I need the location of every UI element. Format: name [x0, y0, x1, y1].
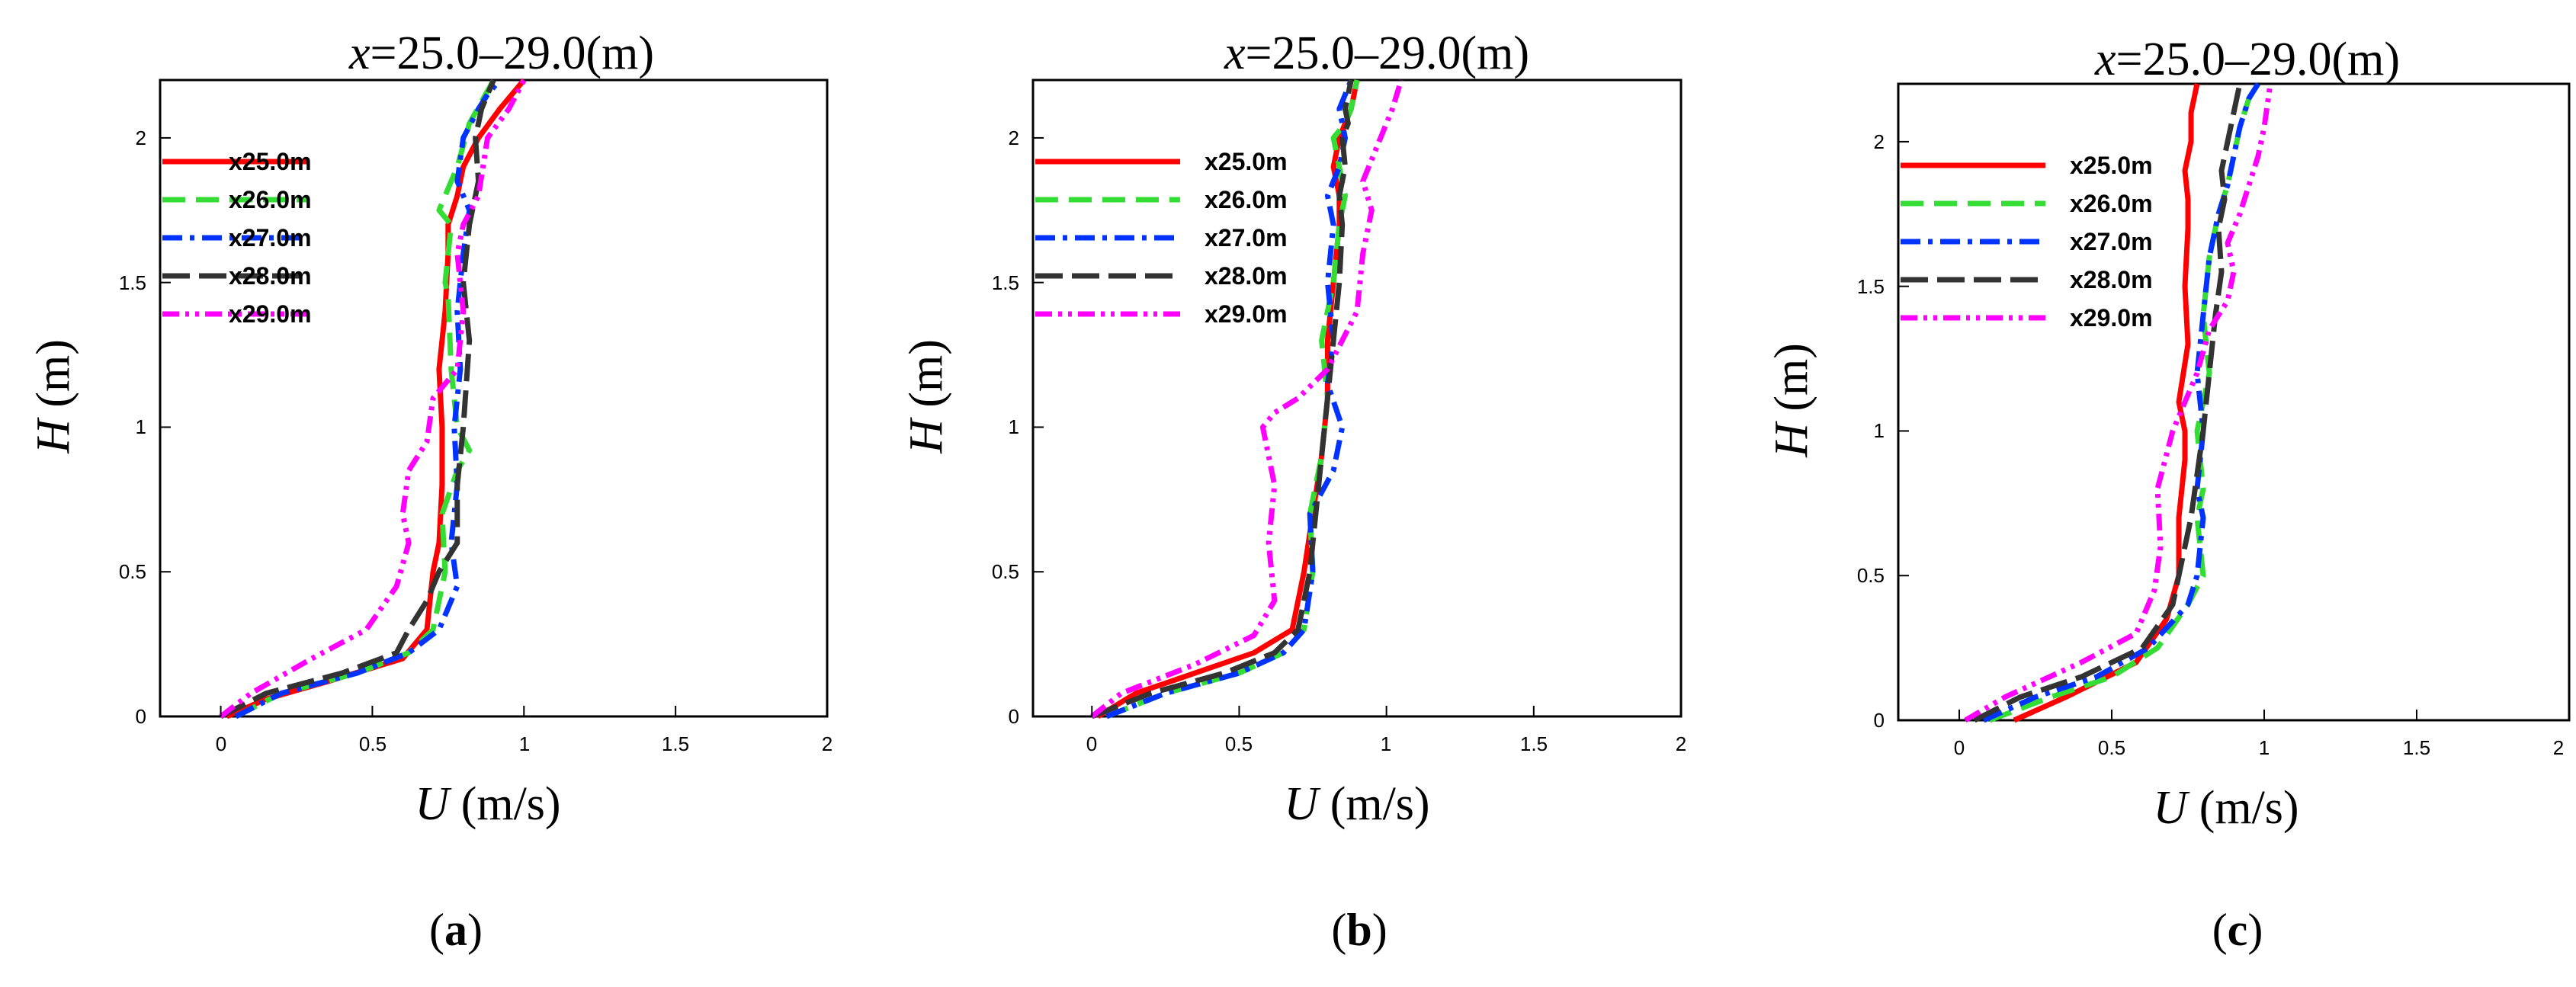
y-tick-label: 2: [136, 127, 146, 149]
x-tick-label: 0.5: [2098, 736, 2125, 759]
series-line-x27.0m: [234, 78, 502, 719]
y-axis-label: H (m): [27, 339, 79, 454]
y-tick-label: 1.5: [119, 271, 146, 294]
y-axis-label: H (m): [1766, 343, 1817, 458]
x-tick-label: 1: [2259, 736, 2270, 759]
y-tick-label: 1: [1874, 419, 1885, 442]
y-tick-marks: [160, 136, 171, 717]
y-tick-label: 0: [136, 705, 146, 728]
chart-panel-b: x=25.0–29.0(m) 0 0.5 1 1.5 2 0 0.5 1 1.5…: [900, 27, 1686, 955]
y-tick-label: 2: [1874, 130, 1885, 153]
legend-label: x26.0m: [1205, 186, 1288, 213]
x-tick-label: 0.5: [1225, 732, 1253, 755]
y-tick-label: 1.5: [1857, 275, 1885, 298]
x-tick-label: 1: [1381, 732, 1391, 755]
y-tick-label: 1.5: [992, 271, 1019, 294]
x-tick-marks: [220, 706, 828, 716]
series-line-x25.0m: [1096, 79, 1360, 719]
legend-label: x29.0m: [229, 300, 312, 328]
x-tick-label: 2: [822, 732, 832, 755]
y-tick-marks: [1033, 136, 1044, 717]
chart-title: x=25.0–29.0(m): [2094, 34, 2400, 85]
x-tick-label: 0: [216, 732, 226, 755]
y-tick-label: 0.5: [1857, 564, 1885, 587]
legend-label: x29.0m: [2070, 304, 2153, 332]
legend: [162, 159, 307, 317]
series-line-x27.0m: [1105, 79, 1354, 719]
chart-title: x=25.0–29.0(m): [348, 27, 654, 79]
legend-label: x26.0m: [229, 186, 312, 213]
series-line-x26.0m: [1105, 79, 1360, 719]
x-tick-label: 1: [519, 732, 530, 755]
legend-label: x28.0m: [1205, 262, 1288, 290]
legend-label: x28.0m: [229, 262, 312, 290]
legend-label: x26.0m: [2070, 190, 2153, 217]
panel-caption: (a): [429, 905, 483, 955]
y-tick-label: 1: [1009, 415, 1019, 438]
series-group: [1090, 79, 1404, 719]
x-tick-marks: [1091, 706, 1682, 716]
series-line-x25.0m: [2013, 83, 2200, 723]
series-line-x28.0m: [1091, 79, 1354, 719]
y-tick-label: 0: [1874, 709, 1885, 732]
x-tick-label: 1.5: [662, 732, 689, 755]
series-group: [219, 78, 527, 719]
x-tick-label: 2: [1676, 732, 1686, 755]
plot-frame: [1031, 79, 1683, 718]
legend: [1901, 162, 2045, 321]
legend-label: x27.0m: [229, 224, 312, 252]
series-line-x26.0m: [1988, 82, 2260, 723]
y-tick-label: 2: [1009, 127, 1019, 149]
legend-label: x28.0m: [2070, 266, 2153, 293]
x-tick-label: 2: [2553, 736, 2564, 759]
y-axis-label: H (m): [900, 339, 952, 454]
chart-panel-c: x=25.0–29.0(m) 0 0.5 1 1.5 2 0 0.5 1 1.5…: [1766, 34, 2571, 955]
chart-title: x=25.0–29.0(m): [1224, 27, 1529, 79]
chart-panel-a: x=25.0–29.0(m) 0 0.5 1 1.5 2 0 0.5 1 1.5…: [27, 27, 832, 955]
x-tick-label: 0.5: [359, 732, 387, 755]
x-tick-label: 0: [1086, 732, 1097, 755]
x-tick-label: 1.5: [1520, 732, 1548, 755]
series-line-x29.0m: [1964, 83, 2273, 723]
y-tick-label: 0.5: [119, 560, 146, 583]
series-line-x26.0m: [234, 79, 496, 719]
x-tick-label: 1.5: [2403, 736, 2430, 759]
series-line-x29.0m: [219, 79, 527, 719]
legend-label: x27.0m: [1205, 224, 1288, 252]
legend-label: x27.0m: [2070, 228, 2153, 255]
x-axis-label: U (m/s): [1284, 778, 1429, 830]
plot-frame: [159, 79, 829, 718]
legend-label: x25.0m: [2070, 152, 2153, 179]
x-axis-label: U (m/s): [2153, 782, 2299, 834]
x-tick-marks: [1958, 710, 2570, 720]
series-line-x29.0m: [1090, 79, 1404, 719]
y-tick-label: 1: [136, 415, 146, 438]
panel-caption: (b): [1331, 905, 1387, 955]
legend-label: x25.0m: [229, 148, 312, 175]
panel-caption: (c): [2212, 905, 2263, 955]
x-tick-label: 0: [1954, 736, 1965, 759]
legend-label: x25.0m: [1205, 148, 1288, 175]
series-line-x27.0m: [1982, 82, 2260, 723]
x-axis-label: U (m/s): [415, 778, 560, 830]
legend: [1035, 159, 1180, 317]
y-tick-marks: [1898, 140, 1909, 721]
legend-label: x29.0m: [1205, 300, 1288, 328]
series-line-x28.0m: [1973, 83, 2243, 723]
y-tick-label: 0: [1009, 705, 1019, 728]
series-group: [1964, 82, 2273, 723]
y-tick-label: 0.5: [992, 560, 1019, 583]
plot-frame: [1897, 82, 2571, 722]
